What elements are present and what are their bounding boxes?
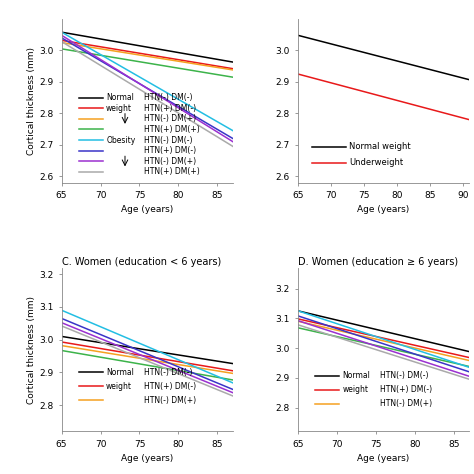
Text: HTN(+) DM(-): HTN(+) DM(-) — [144, 104, 196, 113]
X-axis label: Age (years): Age (years) — [357, 454, 410, 463]
Text: Normal: Normal — [343, 371, 370, 380]
Text: weight: weight — [343, 385, 368, 394]
Text: weight: weight — [106, 382, 132, 391]
Text: Obesity: Obesity — [106, 136, 136, 145]
Text: HTN(-) DM(-): HTN(-) DM(-) — [144, 136, 192, 145]
Y-axis label: Cortical thickness (mm): Cortical thickness (mm) — [27, 295, 36, 403]
Text: Underweight: Underweight — [349, 158, 403, 167]
X-axis label: Age (years): Age (years) — [121, 454, 173, 463]
Text: HTN(-) DM(-): HTN(-) DM(-) — [380, 371, 428, 380]
X-axis label: Age (years): Age (years) — [357, 206, 410, 215]
Text: HTN(+) DM(-): HTN(+) DM(-) — [144, 146, 196, 155]
Y-axis label: Cortical thickness (mm): Cortical thickness (mm) — [27, 47, 36, 155]
Text: HTN(+) DM(-): HTN(+) DM(-) — [144, 382, 196, 391]
Text: Normal: Normal — [106, 368, 134, 377]
Text: HTN(-) DM(-): HTN(-) DM(-) — [144, 368, 192, 377]
Text: HTN(-) DM(+): HTN(-) DM(+) — [144, 396, 196, 405]
Text: HTN(+) DM(+): HTN(+) DM(+) — [144, 125, 200, 134]
Text: HTN(+) DM(+): HTN(+) DM(+) — [144, 167, 200, 176]
Text: D. Women (education ≥ 6 years): D. Women (education ≥ 6 years) — [298, 257, 458, 267]
Text: C. Women (education < 6 years): C. Women (education < 6 years) — [62, 257, 221, 267]
Text: weight: weight — [106, 104, 132, 113]
X-axis label: Age (years): Age (years) — [121, 206, 173, 215]
Text: HTN(-) DM(+): HTN(-) DM(+) — [144, 114, 196, 123]
Text: HTN(-) DM(+): HTN(-) DM(+) — [144, 157, 196, 166]
Text: Normal: Normal — [106, 93, 134, 102]
Text: HTN(+) DM(-): HTN(+) DM(-) — [380, 385, 432, 394]
Text: Normal weight: Normal weight — [349, 142, 411, 151]
Text: HTN(-) DM(-): HTN(-) DM(-) — [144, 93, 192, 102]
Text: HTN(-) DM(+): HTN(-) DM(+) — [380, 399, 432, 408]
